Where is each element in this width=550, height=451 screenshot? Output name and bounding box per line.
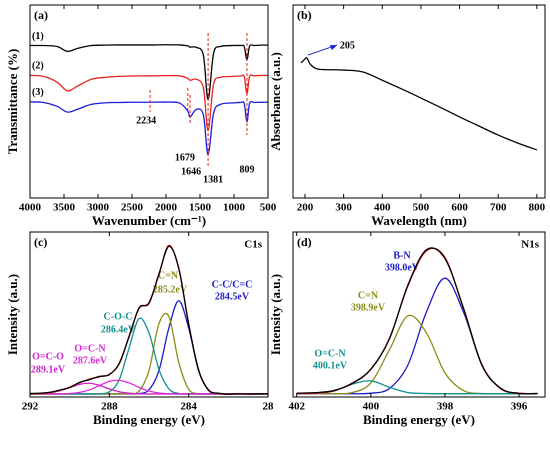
panel-note: C1s bbox=[244, 239, 262, 251]
series-label: (1) bbox=[32, 31, 44, 42]
x-tick-label: 292 bbox=[22, 401, 39, 413]
panel-letter: (c) bbox=[34, 235, 47, 249]
x-tick-label: 396 bbox=[511, 401, 528, 413]
y-axis-label: Intensity (a.u.) bbox=[268, 274, 283, 355]
series-line bbox=[30, 317, 268, 395]
x-tick-label: 28 bbox=[263, 401, 275, 413]
series-line bbox=[296, 277, 538, 395]
peak-label: 289.1eV bbox=[31, 364, 66, 375]
peak-name: O=C-O bbox=[32, 351, 64, 362]
plot-frame bbox=[29, 231, 269, 398]
x-tick-label: 400 bbox=[363, 401, 380, 413]
x-axis-label: Binding energy (eV) bbox=[93, 412, 205, 427]
x-tick-label: 398 bbox=[437, 401, 454, 413]
x-tick-label: 284 bbox=[180, 401, 197, 413]
x-tick-label: 288 bbox=[101, 401, 118, 413]
series-line bbox=[300, 57, 538, 151]
marker-label: 809 bbox=[239, 164, 254, 175]
peak-label: 287.6eV bbox=[73, 355, 108, 366]
x-tick-label: 1500 bbox=[189, 202, 212, 214]
series-line bbox=[30, 312, 268, 395]
peak-name: B-N bbox=[393, 250, 411, 261]
series-line bbox=[30, 379, 268, 395]
x-tick-label: 400 bbox=[374, 202, 391, 214]
series-line bbox=[296, 247, 538, 395]
x-tick-label: 3000 bbox=[87, 202, 110, 214]
peak-name: C-C/C=C bbox=[212, 279, 253, 290]
marker-label: 1646 bbox=[181, 166, 201, 177]
x-tick-label: 3500 bbox=[53, 202, 76, 214]
plot-frame bbox=[29, 4, 269, 199]
panel-note: N1s bbox=[521, 239, 539, 251]
series-line bbox=[30, 300, 268, 395]
x-tick-label: 1000 bbox=[223, 202, 246, 214]
peak-label: 284.5eV bbox=[215, 291, 250, 302]
peak-label: 400.1eV bbox=[313, 360, 348, 371]
panel: 205 200 300 400 500 600 700 800 Wavelength (nm) A… bbox=[268, 4, 546, 228]
arrow-head bbox=[329, 45, 337, 51]
x-tick-label: 600 bbox=[451, 202, 468, 214]
x-tick-label: 402 bbox=[288, 401, 305, 413]
series-label: (2) bbox=[32, 61, 44, 72]
x-tick-label: 2000 bbox=[155, 202, 178, 214]
marker-label: 1381 bbox=[203, 174, 223, 185]
x-tick-label: 4000 bbox=[19, 202, 42, 214]
marker-label: 1679 bbox=[175, 152, 195, 163]
x-tick-label: 200 bbox=[297, 202, 314, 214]
x-tick-label: 700 bbox=[490, 202, 507, 214]
peak-name: O=C-N bbox=[314, 348, 346, 359]
y-axis-label: Absorbance (a.u.) bbox=[268, 52, 283, 151]
series-line bbox=[30, 44, 268, 101]
x-axis-label: Wavelength (nm) bbox=[371, 213, 467, 228]
peak-name: C=N bbox=[358, 290, 379, 301]
peak-label: 286.4eV bbox=[101, 324, 136, 335]
peak-label: 398.9eV bbox=[351, 302, 386, 313]
peak-name: C-O-C bbox=[104, 311, 133, 322]
series-label: (3) bbox=[32, 87, 44, 98]
plot-frame bbox=[292, 231, 546, 398]
panel-letter: (a) bbox=[34, 8, 48, 22]
x-tick-label: 300 bbox=[335, 202, 352, 214]
y-axis-label: Intensity (a.u.) bbox=[5, 274, 20, 355]
x-axis-label: Wavenumber (cm⁻¹) bbox=[92, 213, 206, 228]
x-tick-label: 800 bbox=[529, 202, 546, 214]
y-axis-label: Transmittance (%) bbox=[5, 49, 20, 155]
x-tick-label: 500 bbox=[260, 202, 277, 214]
x-tick-label: 2500 bbox=[121, 202, 144, 214]
peak-label: 398.0eV bbox=[385, 262, 420, 273]
series-line bbox=[30, 245, 268, 395]
series-line bbox=[30, 74, 268, 132]
peak-label: 285.2eV bbox=[153, 284, 188, 295]
peak-name: C=N bbox=[158, 270, 179, 281]
x-tick-label: 500 bbox=[413, 202, 430, 214]
series-line bbox=[30, 100, 268, 156]
x-axis-label: Binding energy (eV) bbox=[363, 412, 475, 427]
plot-frame bbox=[292, 4, 546, 199]
panel-letter: (b) bbox=[297, 8, 312, 22]
marker-label: 205 bbox=[340, 40, 355, 51]
marker-label: 2234 bbox=[136, 115, 156, 126]
panel-letter: (d) bbox=[297, 235, 312, 249]
peak-name: O=C-N bbox=[74, 343, 106, 354]
